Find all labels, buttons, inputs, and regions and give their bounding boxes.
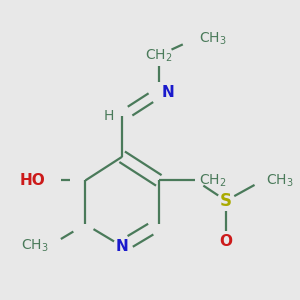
Text: CH$_3$: CH$_3$ bbox=[199, 30, 226, 47]
Text: S: S bbox=[220, 192, 232, 210]
Text: N: N bbox=[162, 85, 175, 100]
Text: CH$_3$: CH$_3$ bbox=[266, 172, 293, 189]
Text: HO: HO bbox=[20, 173, 46, 188]
Text: H: H bbox=[104, 109, 115, 123]
Text: CH$_3$: CH$_3$ bbox=[21, 238, 49, 254]
Text: O: O bbox=[220, 234, 232, 249]
Text: CH$_2$: CH$_2$ bbox=[145, 47, 172, 64]
Text: N: N bbox=[116, 239, 128, 254]
Text: CH$_2$: CH$_2$ bbox=[199, 172, 226, 189]
